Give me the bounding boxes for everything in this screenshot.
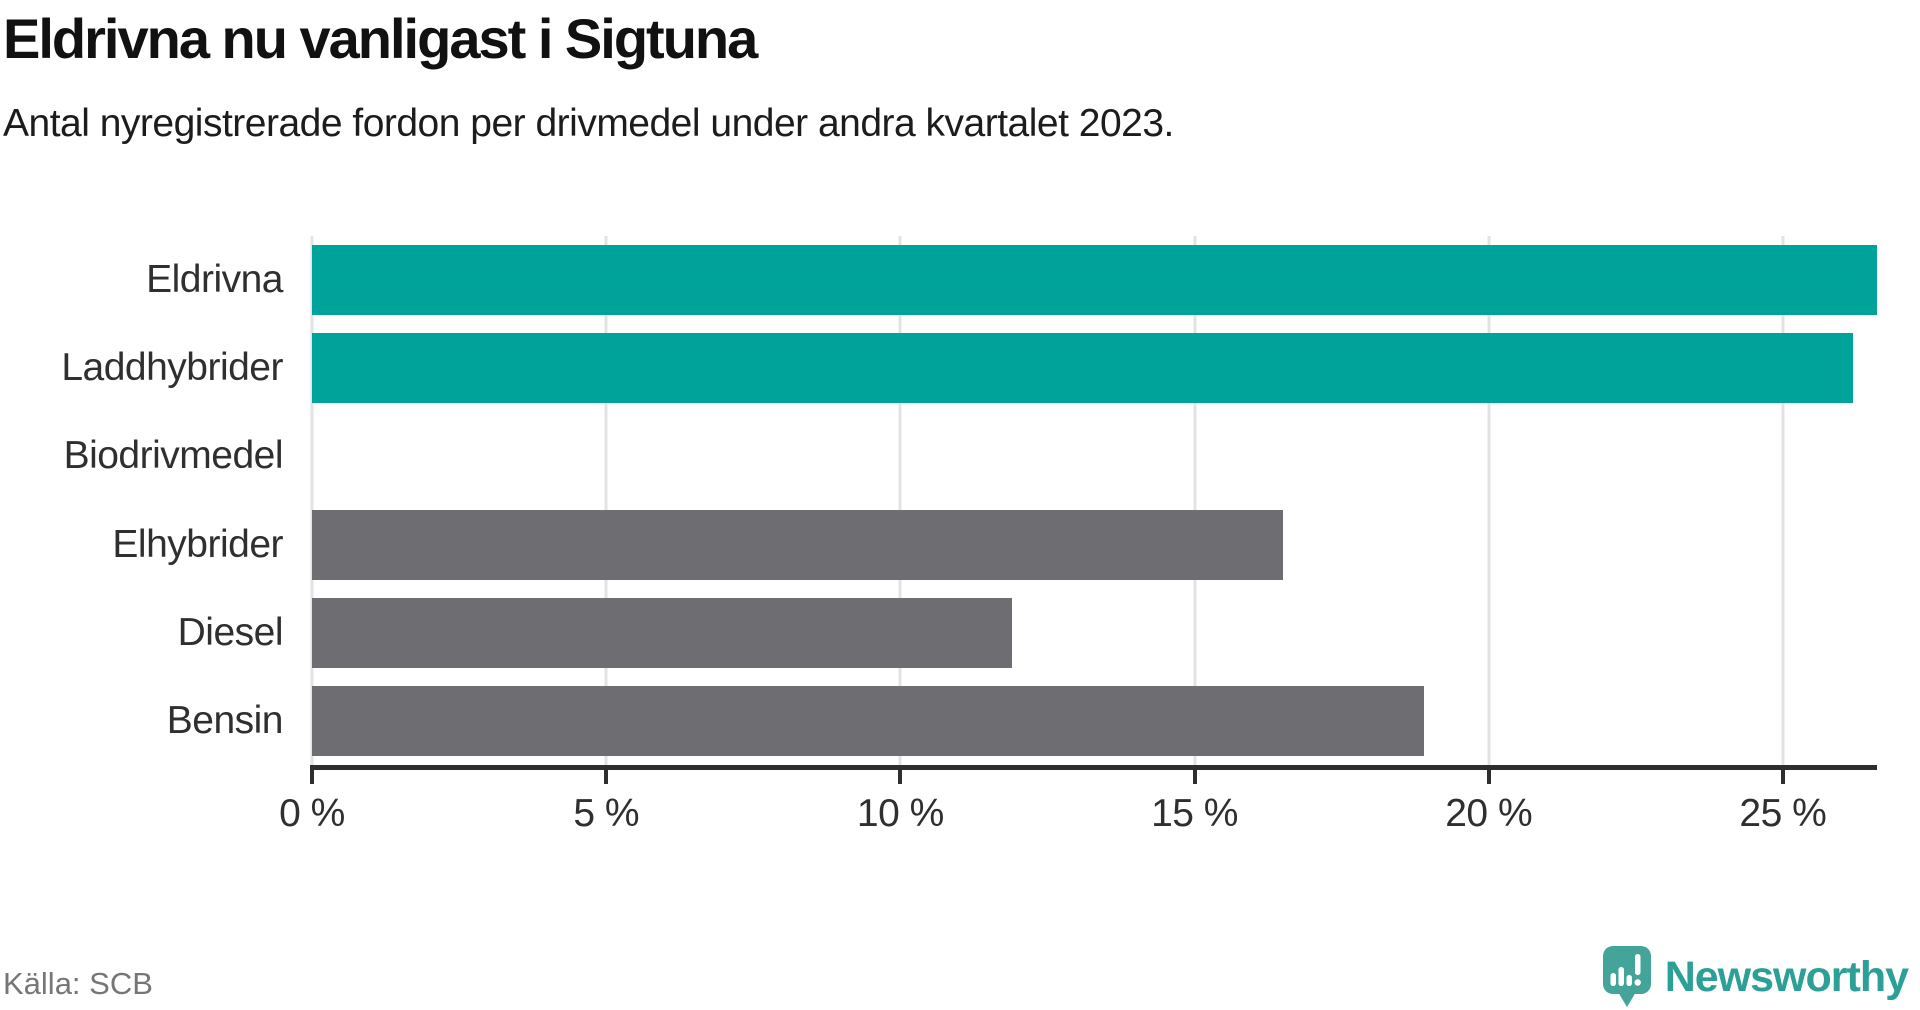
axis-tick-label: 5 % (573, 792, 640, 835)
y-axis-labels: Eldrivna Laddhybrider Biodrivmedel Elhybrid… (0, 236, 283, 765)
bar-elhybrider (312, 509, 1283, 580)
axis-tick (1192, 765, 1197, 784)
gridline (1781, 236, 1785, 765)
gridline (310, 236, 314, 765)
bar-bensin (312, 685, 1424, 756)
axis-tick (310, 765, 314, 784)
category-label: Elhybrider (112, 522, 283, 566)
axis-tick-label: 10 % (856, 792, 944, 835)
category-label: Bensin (166, 698, 284, 742)
gridline (898, 236, 902, 765)
newsworthy-wordmark: Newsworthy (1664, 952, 1909, 1001)
bar-eldrivna (312, 245, 1877, 316)
category-label: Eldrivna (146, 258, 283, 302)
newsworthy-icon (1602, 946, 1651, 1007)
bar-diesel (312, 597, 1013, 668)
axis-tick (898, 765, 903, 784)
gridline (604, 236, 608, 765)
category-label: Laddhybrider (61, 346, 283, 390)
bar-laddhybrider (312, 333, 1854, 404)
category-label: Biodrivmedel (63, 434, 284, 478)
axis-tick-label: 15 % (1151, 792, 1238, 835)
x-axis-tick-labels: 0 % 5 % 10 % 15 % 20 % 25 % (279, 792, 1877, 842)
chart-subtitle: Antal nyregistrerade fordon per drivmede… (3, 102, 1174, 145)
chart-title: Eldrivna nu vanligast i Sigtuna (3, 7, 758, 70)
x-axis-line (312, 765, 1877, 770)
category-label: Diesel (177, 610, 284, 654)
axis-tick-label: 25 % (1739, 792, 1827, 835)
axis-tick-label: 20 % (1445, 792, 1533, 835)
axis-tick (1486, 765, 1491, 784)
plot-area (310, 236, 1877, 784)
axis-tick (1780, 765, 1785, 784)
newsworthy-logo: Newsworthy (1602, 946, 1909, 1008)
gridline (1487, 236, 1491, 765)
gridline (1193, 236, 1197, 765)
source-note: Källa: SCB (3, 966, 153, 1001)
axis-tick-label: 0 % (279, 792, 345, 835)
axis-tick (604, 765, 609, 784)
